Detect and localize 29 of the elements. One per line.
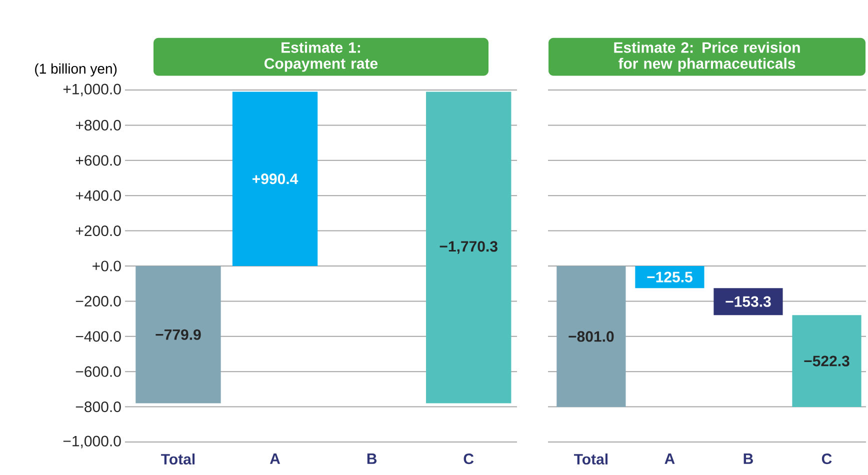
chart-title: Estimate 2: Price revision for new pharmaceuticals — [614, 42, 800, 72]
data-label: +990.4 — [252, 174, 298, 184]
data-label: −779.9 — [156, 329, 201, 340]
x-tick-label: C — [822, 454, 832, 464]
y-tick-label: +0.0 — [92, 260, 121, 272]
x-tick-label: A — [664, 454, 675, 464]
data-label: −801.0 — [568, 331, 614, 342]
data-label: −125.5 — [647, 272, 692, 282]
x-tick-label: A — [270, 454, 280, 464]
x-tick-label: C — [464, 454, 474, 464]
x-tick-label: Total — [574, 454, 608, 465]
y-tick-label: +400.0 — [76, 190, 121, 201]
x-tick-label: Total — [161, 454, 195, 465]
y-tick-label: +800.0 — [76, 120, 121, 131]
y-tick-label: −600.0 — [76, 366, 121, 377]
x-tick-label: B — [744, 454, 753, 464]
y-tick-label: −200.0 — [76, 296, 121, 307]
chart-title: Estimate 1: Copayment rate — [264, 42, 378, 72]
y-tick-label: +200.0 — [76, 225, 121, 236]
data-label: −1,770.3 — [440, 241, 498, 254]
data-label: −522.3 — [804, 356, 850, 366]
y-tick-label: +600.0 — [76, 155, 121, 166]
y-tick-label: −1,000.0 — [63, 436, 121, 448]
y-tick-label: −400.0 — [76, 331, 121, 342]
y-tick-label: −800.0 — [76, 401, 121, 412]
data-label: −153.3 — [726, 296, 771, 307]
y-tick-label: +1,000.0 — [63, 84, 121, 96]
y-axis-title: (1 billion yen) — [35, 63, 117, 76]
x-tick-label: B — [367, 454, 377, 464]
